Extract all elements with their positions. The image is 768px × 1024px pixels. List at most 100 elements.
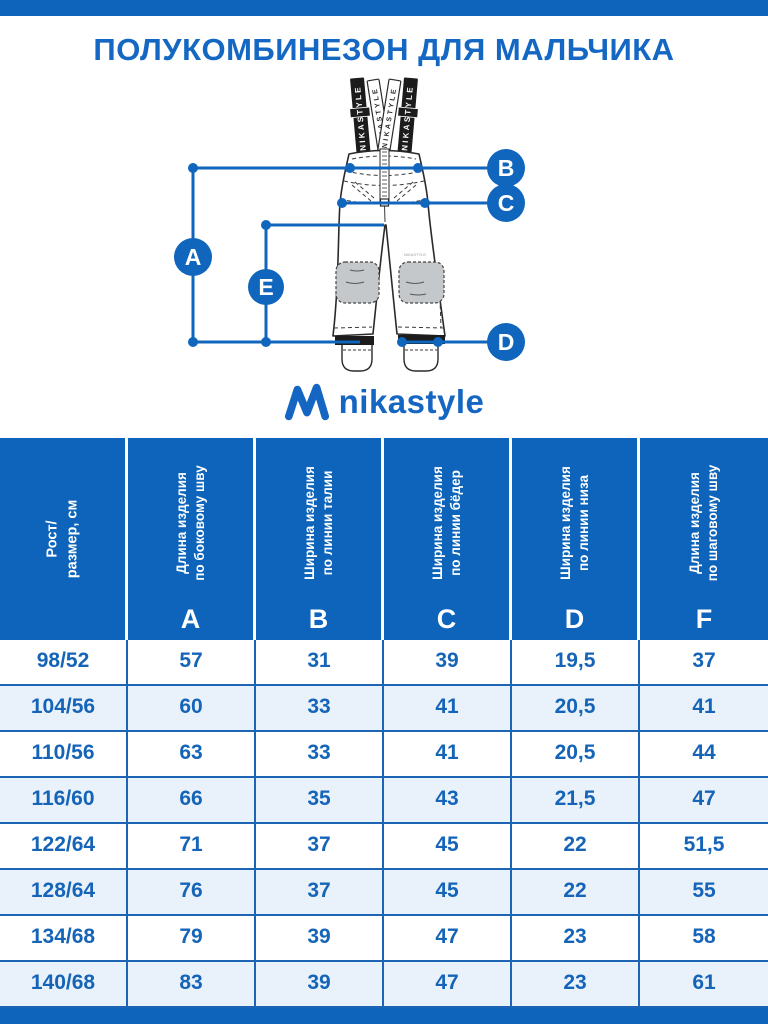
badge-b-circle [487, 149, 525, 187]
badge-c-circle [487, 184, 525, 222]
value-cell: 33 [256, 732, 384, 776]
table-header: Рост/размер, см Длина изделия по боковому … [0, 438, 768, 640]
size-cell: 128/64 [0, 870, 128, 914]
value-cell: 21,5 [512, 778, 640, 822]
value-cell: 45 [384, 870, 512, 914]
size-table: Рост/размер, см Длина изделия по боковому … [0, 438, 768, 1008]
value-cell: 45 [384, 824, 512, 868]
column-header-size: Рост/размер, см [0, 438, 128, 640]
size-cell: 104/56 [0, 686, 128, 730]
value-cell: 22 [512, 870, 640, 914]
left-outer-strap: NIKASTYLE [349, 77, 371, 155]
column-header-F: Длина изделия по шаговому шву F [640, 438, 768, 640]
column-header-C: Ширина изделия по линии бёдер C [384, 438, 512, 640]
table-row: 140/68 83 39 47 23 61 [0, 962, 768, 1008]
value-cell: 55 [692, 879, 716, 902]
value-cell: 39 [256, 962, 384, 1006]
measure-dots [188, 163, 443, 347]
table-row: 104/56 60 33 41 20,5 41 [0, 686, 768, 732]
value-cell: 37 [256, 870, 384, 914]
value-cell: 63 [128, 732, 256, 776]
column-letter: C [436, 604, 457, 634]
badge-c-letter: C [498, 190, 515, 216]
column-header-A: Длина изделия по боковому шву A [128, 438, 256, 640]
column-label: Длина изделия по боковому шву [173, 465, 207, 581]
front-seam [384, 204, 386, 223]
size-cell: 110/56 [0, 732, 128, 776]
column-header-B: Ширина изделия по линии талии B [256, 438, 384, 640]
page-title: ПОЛУКОМБИНЕЗОН ДЛЯ МАЛЬЧИКА [93, 32, 675, 67]
size-cell: 116/60 [0, 778, 128, 822]
badge-e-letter: E [258, 274, 273, 300]
column-label: Ширина изделия по линии низа [557, 466, 591, 580]
column-letter: A [180, 604, 201, 634]
value-cell: 33 [256, 686, 384, 730]
value-cell: 51,5 [683, 833, 725, 856]
right-outer-strap: NIKASTYLE [397, 77, 419, 155]
value-cell: 39 [384, 640, 512, 684]
badge-a-letter: A [185, 244, 202, 270]
table-row: 98/52 57 31 39 19,5 37 [0, 640, 768, 686]
value-cell: 39 [256, 916, 384, 960]
value-cell: 20,5 [512, 686, 640, 730]
value-cell: 23 [512, 962, 640, 1006]
brand-name: nikastyle [338, 383, 485, 420]
table-row: 134/68 79 39 47 23 58 [0, 916, 768, 962]
value-cell: 23 [512, 916, 640, 960]
zipper [379, 148, 390, 207]
value-cell: 57 [128, 640, 256, 684]
overalls-drawing: NIKASTYLE NIKASTYLE NIKASTYLE NIKASTYLE [174, 77, 525, 372]
value-cell: 41 [692, 695, 716, 718]
brand-logo: nikastyle [0, 380, 768, 424]
value-cell: 76 [128, 870, 256, 914]
value-cell: 22 [512, 824, 640, 868]
column-label: Ширина изделия по линии талии [301, 466, 335, 580]
badge-b-letter: B [498, 155, 515, 181]
column-letter: F [695, 604, 713, 634]
size-cell: 98/52 [0, 640, 128, 684]
value-cell: 71 [128, 824, 256, 868]
value-cell: 60 [128, 686, 256, 730]
value-cell: 35 [256, 778, 384, 822]
value-cell: 83 [128, 962, 256, 1006]
size-cell: 140/68 [0, 962, 128, 1006]
column-label: Длина изделия по шаговому шву [686, 464, 720, 582]
size-cell: 122/64 [0, 824, 128, 868]
knee-patches [335, 261, 445, 304]
value-cell: 58 [692, 925, 716, 948]
value-cell: 37 [692, 649, 716, 672]
size-cell: 134/68 [0, 916, 128, 960]
column-label: Рост/размер, см [43, 499, 80, 579]
value-cell: 66 [128, 778, 256, 822]
badge-a-circle [174, 238, 212, 276]
top-accent-bar [0, 0, 768, 16]
value-cell: 41 [384, 732, 512, 776]
column-label: Ширина изделия по линии бёдер [429, 466, 463, 580]
value-cell: 31 [256, 640, 384, 684]
value-cell: 37 [256, 824, 384, 868]
value-cell: 61 [692, 971, 716, 994]
value-cell: 20,5 [512, 732, 640, 776]
table-row: 122/64 71 37 45 22 51,5 [0, 824, 768, 870]
value-cell: 47 [384, 916, 512, 960]
nikastyle-logo-icon [284, 383, 329, 421]
table-row: 128/64 76 37 45 22 55 [0, 870, 768, 916]
badge-d-letter: D [498, 329, 515, 355]
table-row: 116/60 66 35 43 21,5 47 [0, 778, 768, 824]
badge-e-circle [248, 269, 284, 305]
value-cell: 43 [384, 778, 512, 822]
thigh-brand-label: NIKASTYLE [404, 252, 426, 257]
value-cell: 47 [384, 962, 512, 1006]
value-cell: 41 [384, 686, 512, 730]
table-row: 110/56 63 33 41 20,5 44 [0, 732, 768, 778]
column-letter: B [308, 604, 329, 634]
bottom-accent-bar [0, 1008, 768, 1024]
column-header-D: Ширина изделия по линии низа D [512, 438, 640, 640]
measure-badges: A B C D E [174, 149, 525, 361]
value-cell: 44 [692, 741, 716, 764]
value-cell: 19,5 [512, 640, 640, 684]
value-cell: 79 [128, 916, 256, 960]
badge-d-circle [487, 323, 525, 361]
column-letter: D [564, 604, 585, 634]
